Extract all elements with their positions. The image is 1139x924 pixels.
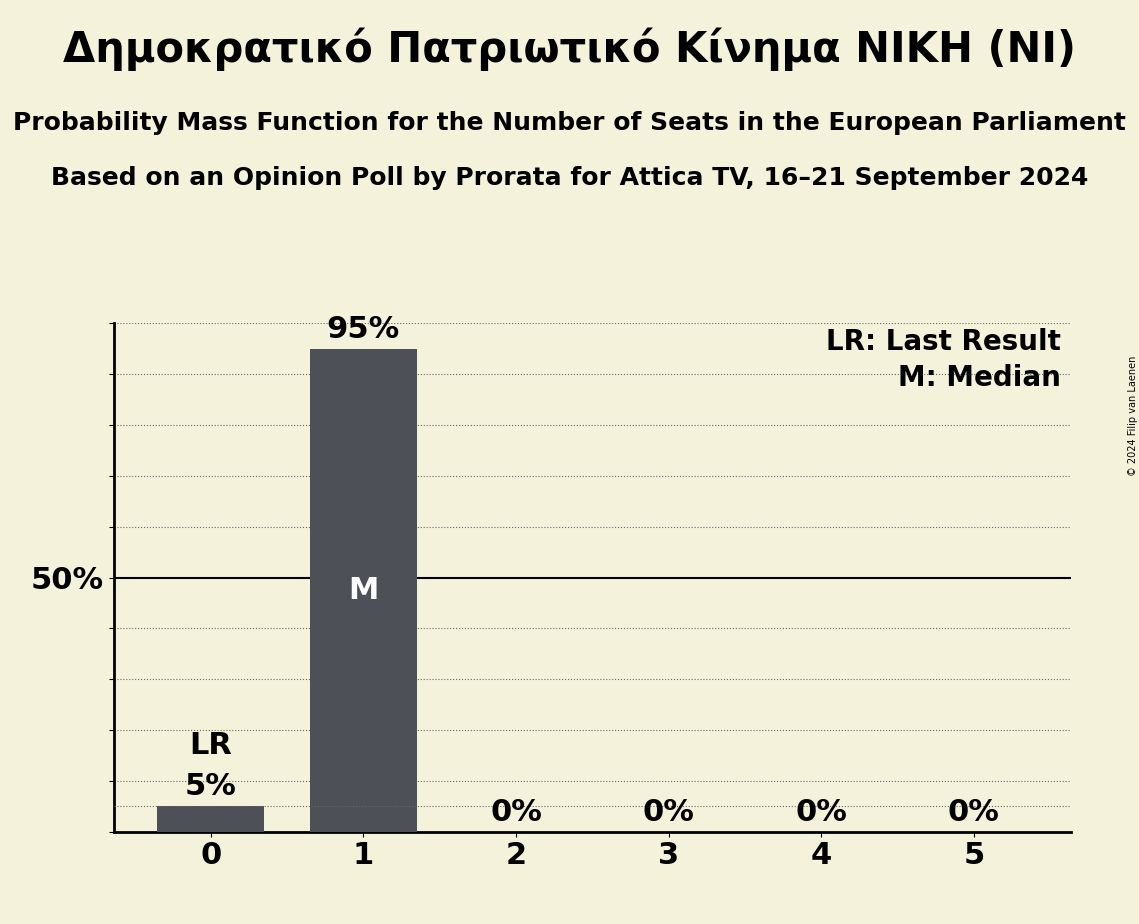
Text: M: Median: M: Median (899, 364, 1062, 392)
Text: M: M (349, 576, 378, 604)
Bar (310, 348, 417, 832)
Bar (157, 806, 264, 832)
Text: LR: LR (189, 732, 232, 760)
Text: Probability Mass Function for the Number of Seats in the European Parliament: Probability Mass Function for the Number… (13, 111, 1126, 135)
Text: Based on an Opinion Poll by Prorata for Attica TV, 16–21 September 2024: Based on an Opinion Poll by Prorata for … (51, 166, 1088, 190)
Text: 95%: 95% (327, 315, 400, 344)
Text: 0%: 0% (795, 797, 847, 826)
Text: © 2024 Filip van Laenen: © 2024 Filip van Laenen (1129, 356, 1138, 476)
Text: 0%: 0% (948, 797, 1000, 826)
Text: Δημοκρατικό Πατριωτικό Κίνημα ΝΙΚΗ (NI): Δημοκρατικό Πατριωτικό Κίνημα ΝΙΚΗ (NI) (63, 28, 1076, 71)
Text: 5%: 5% (185, 772, 237, 801)
Text: 0%: 0% (490, 797, 542, 826)
Text: LR: Last Result: LR: Last Result (826, 328, 1062, 357)
Text: 0%: 0% (642, 797, 695, 826)
